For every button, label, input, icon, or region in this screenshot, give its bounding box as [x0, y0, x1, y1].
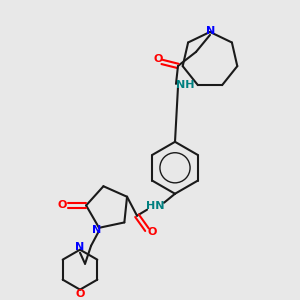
Text: HN: HN: [146, 201, 164, 211]
Text: N: N: [75, 242, 85, 252]
Text: N: N: [206, 26, 216, 36]
Text: NH: NH: [176, 80, 194, 90]
Text: O: O: [147, 227, 157, 237]
Text: O: O: [153, 54, 163, 64]
Text: O: O: [57, 200, 67, 210]
Text: O: O: [75, 289, 85, 298]
Text: N: N: [92, 225, 102, 235]
